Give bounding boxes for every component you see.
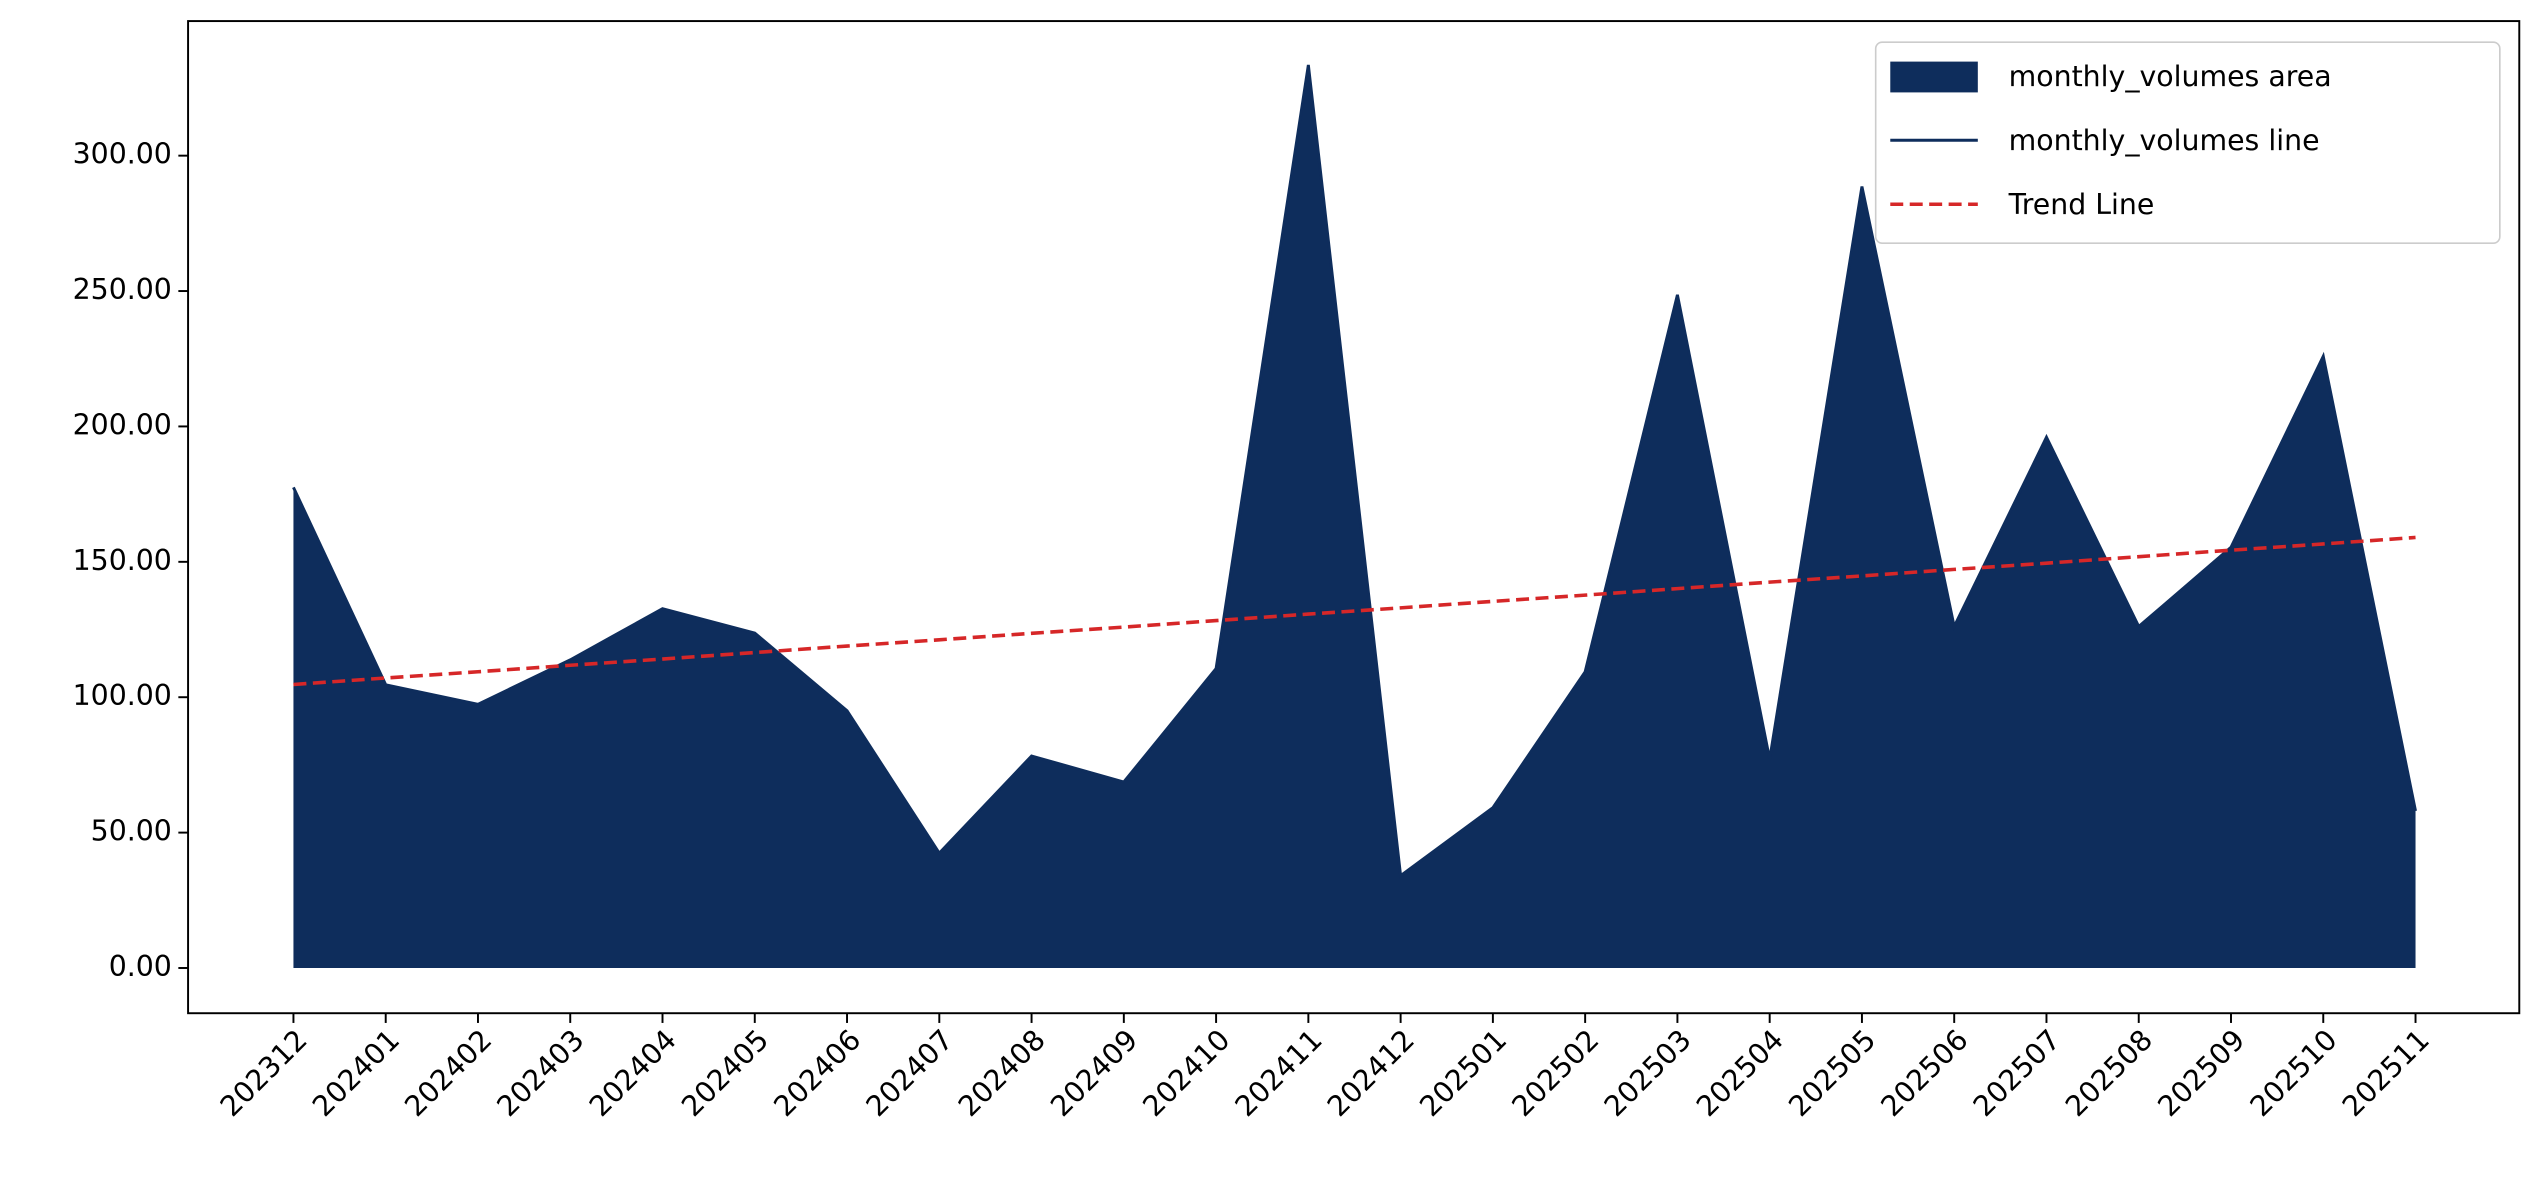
legend: monthly_volumes area monthly_volumes line… [1874, 41, 2501, 244]
area [293, 64, 2416, 968]
x-tick-label: 202508 [2059, 1023, 2159, 1123]
x-tick-label: 202409 [1044, 1023, 1144, 1123]
axes-frame [187, 20, 2521, 1015]
x-tick-label: 202505 [1782, 1023, 1882, 1123]
y-tick-label: 100.00 [73, 679, 172, 712]
x-tick-label: 202502 [1506, 1023, 1606, 1123]
x-tick-label: 202402 [398, 1023, 498, 1123]
y-tick-label: 200.00 [73, 408, 172, 441]
x-tick-label: 202504 [1690, 1023, 1790, 1123]
x-tick-label: 202312 [214, 1023, 314, 1123]
x-tick-label: 202408 [952, 1023, 1052, 1123]
plot-area [292, 64, 2417, 968]
x-tick-label: 202509 [2151, 1023, 2251, 1123]
legend-box [1874, 41, 2501, 244]
legend-label: Trend Line [2008, 188, 2155, 221]
x-tick-label: 202412 [1321, 1023, 1421, 1123]
x-tick-label: 202407 [860, 1023, 960, 1123]
x-tick-label: 202506 [1875, 1023, 1975, 1123]
x-tick-label: 202405 [675, 1023, 775, 1123]
x-tick-label: 202410 [1137, 1023, 1237, 1123]
x-tick-label: 202411 [1229, 1023, 1329, 1123]
y-tick-label: 50.00 [91, 815, 172, 848]
legend-label: monthly_volumes line [2009, 124, 2320, 157]
x-tick-label: 202406 [767, 1023, 867, 1123]
x-tick-label: 202404 [583, 1023, 683, 1123]
legend-swatch [1890, 61, 1978, 93]
x-tick-label: 202501 [1413, 1023, 1513, 1123]
legend-label: monthly_volumes area [2009, 60, 2332, 93]
x-tick-label: 202511 [2336, 1023, 2436, 1123]
y-tick-label: 0.00 [109, 950, 172, 983]
x-tick-label: 202510 [2244, 1023, 2344, 1123]
y-tick-label: 150.00 [73, 544, 172, 577]
line [293, 535, 2416, 687]
y-tick-label: 300.00 [73, 138, 172, 171]
line [292, 64, 2417, 879]
x-tick-label: 202403 [491, 1023, 591, 1123]
x-tick-label: 202507 [1967, 1023, 2067, 1123]
x-tick-label: 202503 [1598, 1023, 1698, 1123]
x-tick-label: 202401 [306, 1023, 406, 1123]
y-tick-label: 250.00 [73, 273, 172, 306]
